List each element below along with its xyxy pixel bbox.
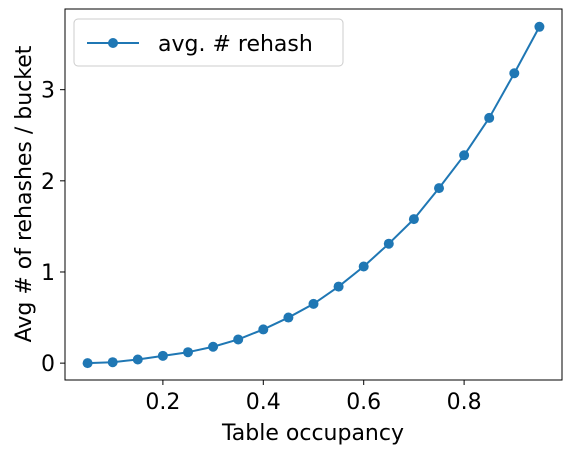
data-point <box>233 334 244 345</box>
data-point <box>333 281 344 292</box>
data-point <box>408 214 419 225</box>
data-point <box>358 261 369 272</box>
y-axis-label: Avg # of rehashes / bucket <box>12 45 37 342</box>
x-axis: 0.2 0.4 0.6 0.8 <box>145 380 482 415</box>
x-axis-label: Table occupancy <box>221 421 404 446</box>
data-point <box>534 21 545 32</box>
data-point <box>258 324 269 335</box>
data-point <box>82 358 93 369</box>
x-tick-label: 0.2 <box>145 390 180 415</box>
data-point <box>157 350 168 361</box>
x-tick-label: 0.6 <box>346 390 381 415</box>
data-point <box>208 341 219 352</box>
data-point <box>509 68 520 79</box>
legend-marker-swatch <box>108 38 118 48</box>
y-tick-label: 2 <box>41 170 55 195</box>
y-axis: 0 1 2 3 <box>41 79 65 377</box>
data-point <box>132 354 143 365</box>
data-point <box>308 298 319 309</box>
marks-layer <box>82 21 545 369</box>
x-tick-label: 0.8 <box>447 390 482 415</box>
data-point <box>484 112 495 123</box>
data-point <box>182 347 193 358</box>
data-point <box>459 150 470 161</box>
x-tick-label: 0.4 <box>246 390 281 415</box>
y-tick-label: 3 <box>41 79 55 104</box>
legend: avg. # rehash <box>73 18 344 67</box>
data-point <box>283 312 294 323</box>
legend-box <box>73 18 344 67</box>
data-point <box>107 357 118 368</box>
data-point <box>434 183 445 194</box>
y-tick-label: 0 <box>41 352 55 377</box>
plot-frame <box>64 8 563 381</box>
data-point <box>383 238 394 249</box>
y-tick-label: 1 <box>41 261 55 286</box>
legend-series-label: avg. # rehash <box>158 32 313 57</box>
